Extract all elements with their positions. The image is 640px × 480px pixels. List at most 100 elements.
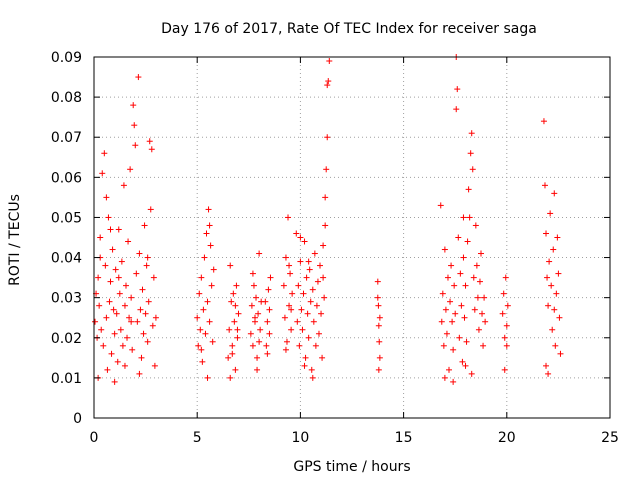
data-point [301, 362, 308, 369]
data-point [92, 318, 99, 325]
data-point [468, 130, 475, 137]
data-point [446, 366, 453, 373]
data-point [226, 326, 233, 333]
data-point [460, 254, 467, 261]
data-point [120, 182, 127, 189]
data-point [115, 226, 122, 233]
x-tick-label: 20 [498, 430, 516, 446]
data-point [283, 338, 290, 345]
data-point [472, 222, 479, 229]
data-point [228, 298, 235, 305]
x-tick-label: 5 [193, 430, 202, 446]
data-point [499, 310, 506, 317]
data-point [451, 282, 458, 289]
data-point [286, 262, 293, 269]
data-point [465, 186, 472, 193]
data-point [282, 254, 289, 261]
data-point [462, 282, 469, 289]
data-point [119, 342, 126, 349]
data-point [310, 318, 317, 325]
y-tick-label: 0.07 [51, 130, 82, 146]
data-point [208, 282, 215, 289]
data-point [463, 338, 470, 345]
data-point [198, 274, 205, 281]
data-point [233, 282, 240, 289]
data-point [324, 134, 331, 141]
data-point [376, 314, 383, 321]
data-point [454, 86, 461, 93]
data-point [553, 290, 560, 297]
data-point [288, 306, 295, 313]
x-tick-label: 25 [601, 430, 619, 446]
data-point [266, 330, 273, 337]
data-point [551, 306, 558, 313]
chart-title: Day 176 of 2017, Rate Of TEC Index for r… [161, 21, 537, 37]
data-point [304, 310, 311, 317]
data-point [256, 250, 263, 257]
data-point [106, 298, 113, 305]
data-point [547, 210, 554, 217]
data-point [112, 266, 119, 273]
data-point [376, 354, 383, 361]
y-tick-label: 0.02 [51, 331, 82, 347]
data-point [300, 290, 307, 297]
data-point [322, 194, 329, 201]
data-point [147, 206, 154, 213]
data-point [201, 254, 208, 261]
data-point [254, 354, 261, 361]
data-point [247, 330, 254, 337]
data-point [107, 278, 114, 285]
data-point [481, 294, 488, 301]
data-point [540, 118, 547, 125]
data-point [210, 266, 217, 273]
data-point [501, 334, 508, 341]
data-point [308, 366, 315, 373]
y-tick-label: 0.09 [51, 50, 82, 66]
data-point [457, 270, 464, 277]
data-point [149, 322, 156, 329]
data-point [479, 310, 486, 317]
data-point [131, 122, 138, 129]
data-point [313, 302, 320, 309]
data-point [315, 330, 322, 337]
data-point [99, 170, 106, 177]
data-point [203, 230, 210, 237]
y-tick-label: 0.01 [51, 371, 82, 387]
data-point [122, 282, 129, 289]
data-point [501, 366, 508, 373]
data-point [262, 298, 269, 305]
data-point [118, 258, 125, 265]
data-point [136, 370, 143, 377]
data-point [150, 274, 157, 281]
data-point [146, 138, 153, 145]
data-point [456, 334, 463, 341]
data-point [144, 254, 151, 261]
data-point [323, 166, 330, 173]
data-point [117, 326, 124, 333]
data-point [309, 286, 316, 293]
data-point [552, 342, 559, 349]
data-point [139, 286, 146, 293]
data-point [138, 354, 145, 361]
data-point [265, 286, 272, 293]
data-point [257, 326, 264, 333]
data-point [110, 306, 117, 313]
data-point [303, 274, 310, 281]
data-point [107, 226, 114, 233]
data-point [288, 326, 295, 333]
data-point [460, 214, 467, 221]
data-point [458, 302, 465, 309]
data-point [550, 246, 557, 253]
data-point [319, 354, 326, 361]
data-point [227, 374, 234, 381]
data-point [251, 314, 258, 321]
data-point [282, 346, 289, 353]
data-point [320, 274, 327, 281]
data-point [132, 142, 139, 149]
data-point [311, 250, 318, 257]
data-point [225, 354, 232, 361]
data-point [111, 378, 118, 385]
data-point [326, 58, 333, 65]
data-point [152, 314, 159, 321]
data-point [101, 150, 108, 157]
